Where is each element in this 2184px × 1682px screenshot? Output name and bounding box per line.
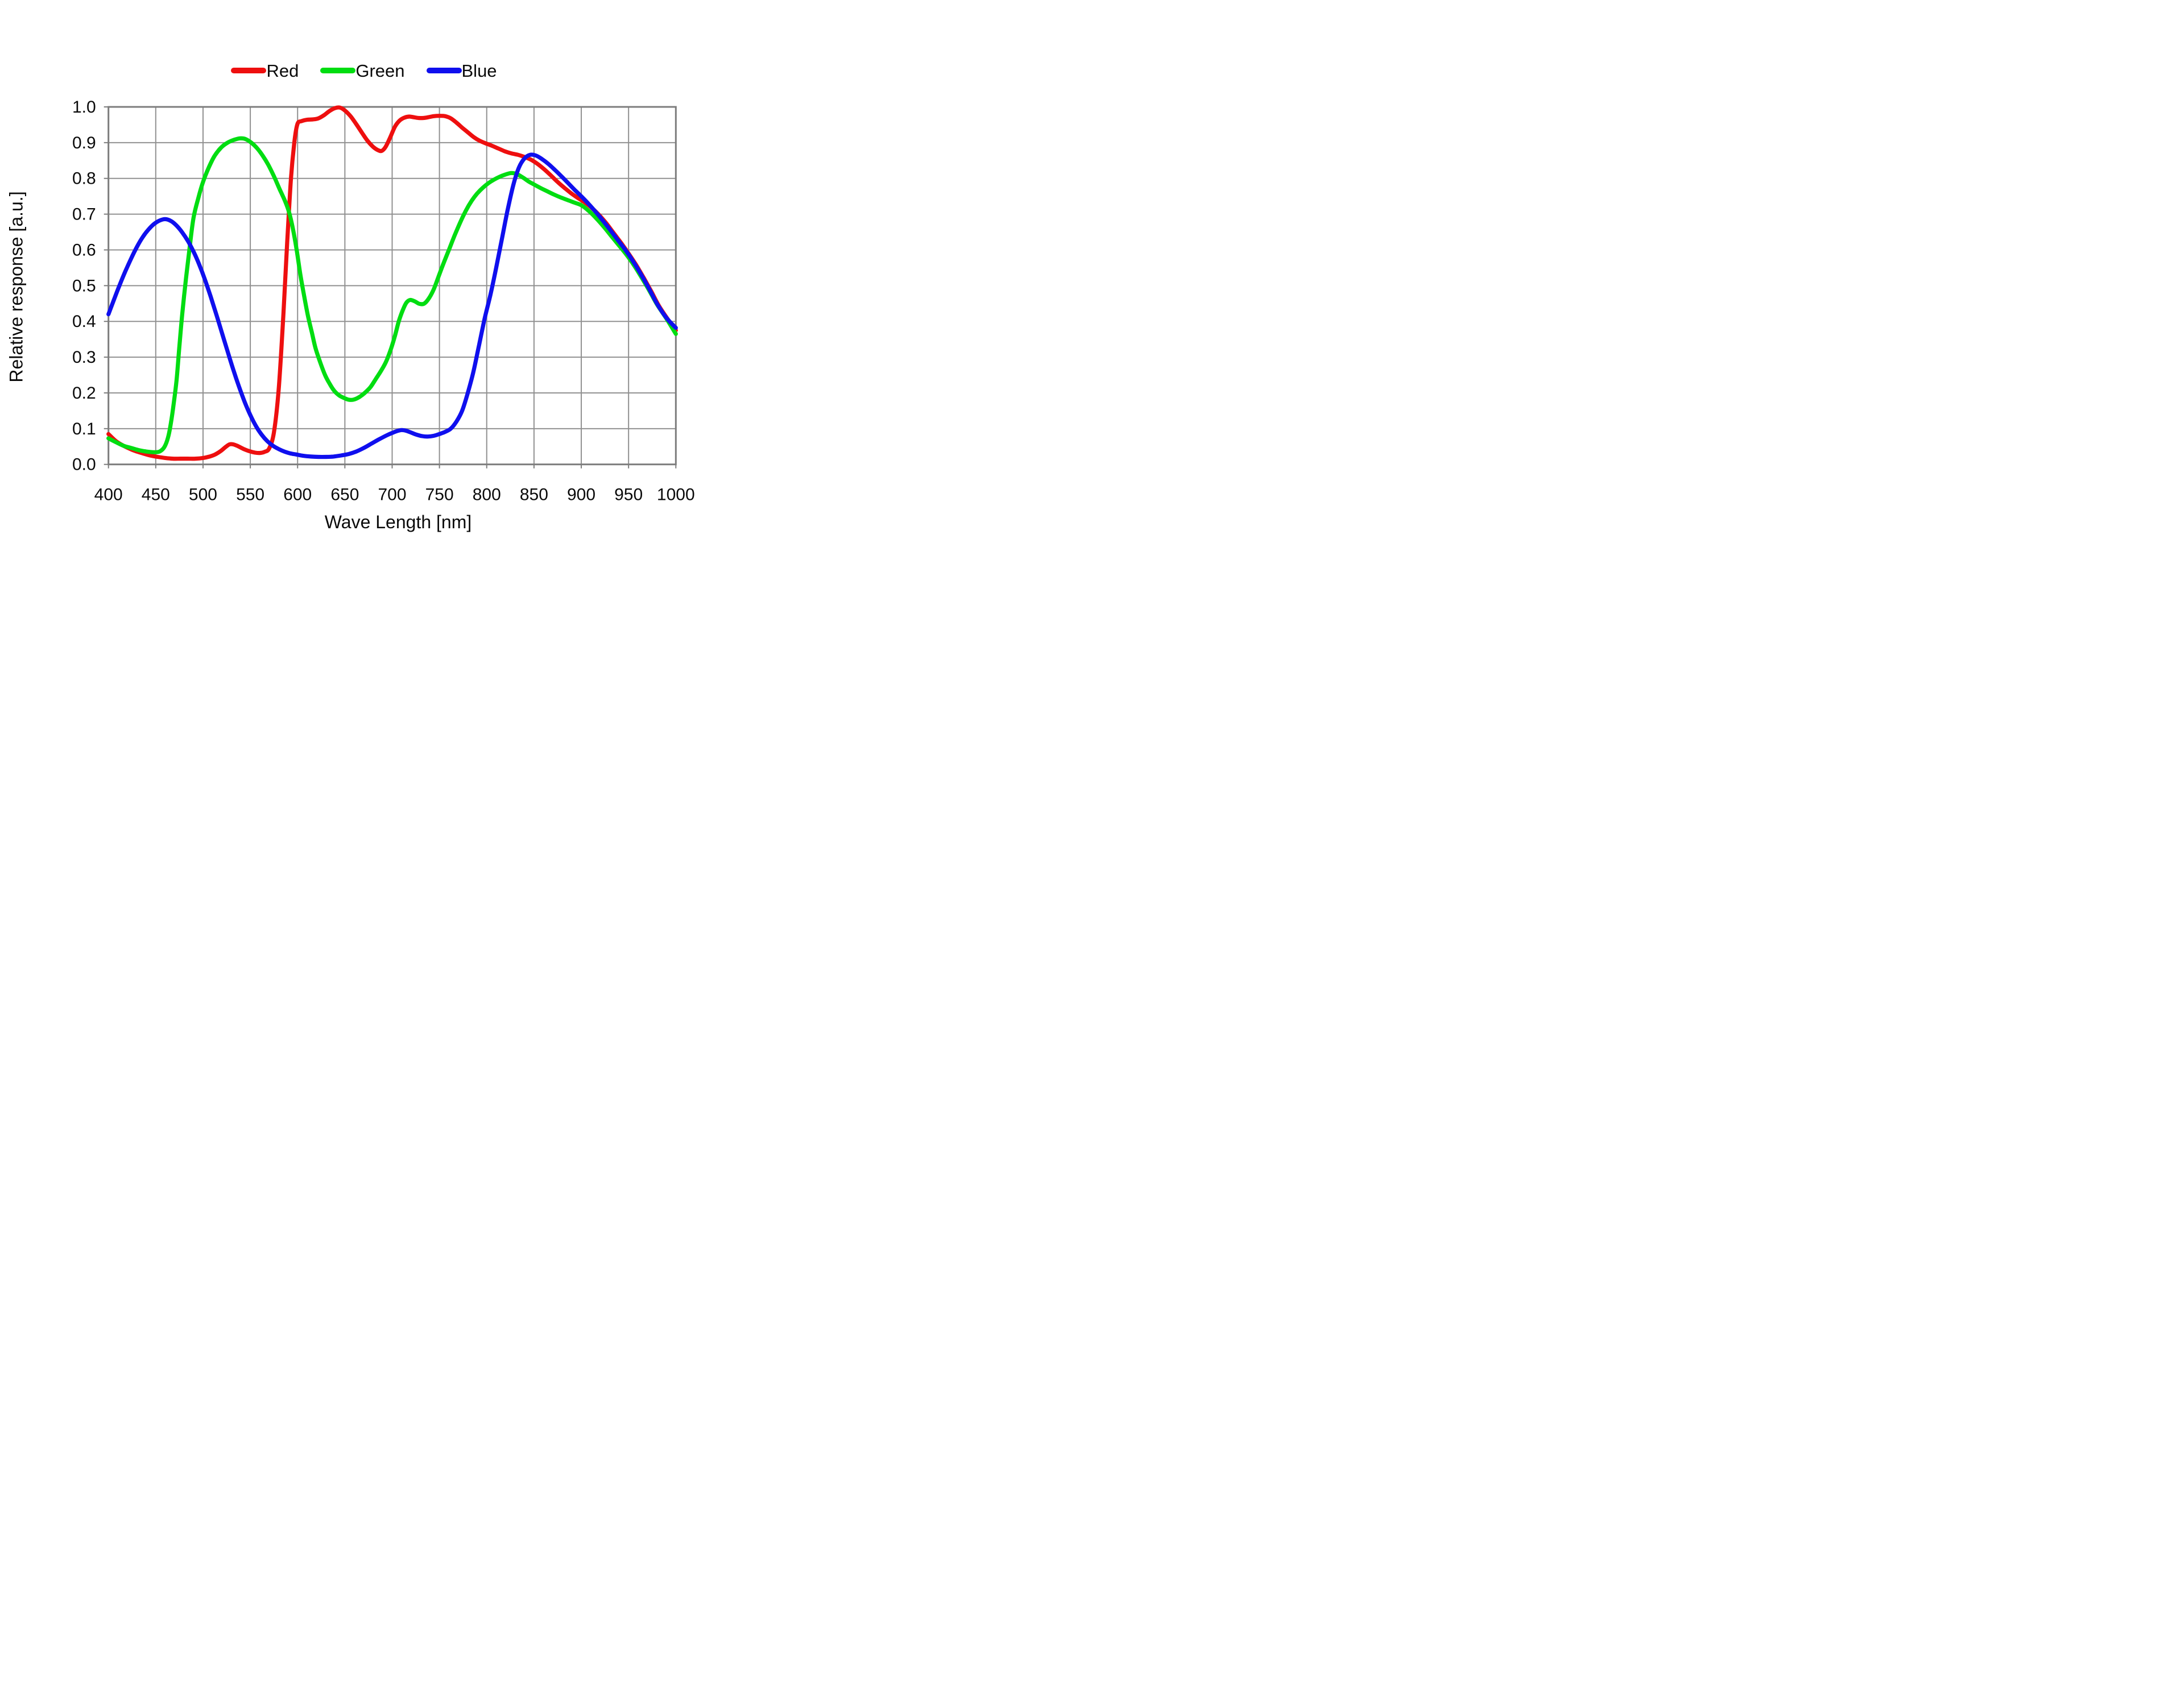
y-tick-label: 0.0	[72, 455, 96, 474]
x-axis-title: Wave Length [nm]	[324, 512, 472, 532]
x-tick-label: 400	[94, 485, 123, 504]
y-tick-label: 0.7	[72, 205, 96, 224]
y-tick-label: 0.5	[72, 276, 96, 295]
x-tick-label: 950	[614, 485, 643, 504]
legend-item-green: Green	[320, 60, 405, 81]
legend: Red Green Blue	[0, 58, 728, 83]
x-tick-label: 550	[236, 485, 264, 504]
x-tick-label: 1000	[657, 485, 695, 504]
x-tick-label: 600	[283, 485, 312, 504]
series-line-red	[106, 105, 678, 461]
x-tick-label: 650	[330, 485, 359, 504]
legend-label: Blue	[461, 60, 497, 81]
y-tick-label: 0.8	[72, 169, 96, 188]
y-tick-label: 0.1	[72, 420, 96, 438]
plot-border	[107, 106, 677, 466]
chart-figure: Red Green Blue 400 450 500 550 600 650 700 750 800…	[0, 0, 728, 561]
y-tick-label: 0.4	[72, 312, 96, 331]
legend-swatch-green	[320, 68, 356, 73]
legend-label: Green	[355, 60, 405, 81]
x-tick-label: 850	[520, 485, 548, 504]
y-tick-label: 0.3	[72, 348, 96, 367]
line-chart: 400 450 500 550 600 650 700 750 800 850 900 950 1000…	[72, 98, 695, 504]
legend-item-blue: Blue	[426, 60, 497, 81]
x-tick-label: 450	[142, 485, 170, 504]
y-tick-label: 1.0	[72, 98, 96, 117]
y-tick-label: 0.2	[72, 384, 96, 403]
legend-label: Red	[266, 60, 299, 81]
series-line-green	[106, 136, 678, 454]
legend-item-red: Red	[231, 62, 299, 80]
x-tick-label: 500	[189, 485, 217, 504]
y-axis-title: Relative response [a.u.]	[6, 191, 27, 383]
legend-swatch-blue	[426, 68, 462, 73]
y-tick-label: 0.6	[72, 241, 96, 259]
x-tick-label: 750	[425, 485, 454, 504]
y-tick-label: 0.9	[72, 134, 96, 152]
x-tick-label: 700	[378, 485, 406, 504]
legend-swatch-red	[231, 68, 267, 73]
series-line-blue	[106, 152, 678, 459]
x-tick-label: 900	[567, 485, 595, 504]
x-tick-label: 800	[473, 485, 501, 504]
